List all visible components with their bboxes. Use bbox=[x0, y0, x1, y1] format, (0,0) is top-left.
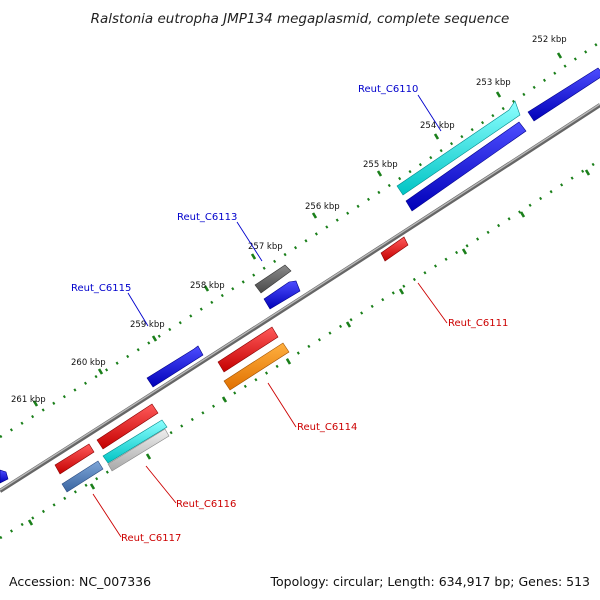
forward-genes bbox=[0, 67, 600, 484]
backbone-highlight bbox=[0, 103, 600, 491]
sequence-summary-text: Topology: circular; Length: 634,917 bp; … bbox=[270, 574, 591, 589]
tick-label-253: 253 kbp bbox=[476, 78, 511, 88]
tick-label-260: 260 kbp bbox=[71, 358, 106, 368]
gene-blue-edge[interactable] bbox=[0, 469, 9, 484]
outer-major-ticks bbox=[32, 52, 563, 407]
gene-reut-c6114[interactable] bbox=[223, 342, 290, 391]
gene-red-258k[interactable] bbox=[217, 326, 279, 373]
gene-labels: Reut_C6110 Reut_C6113 Reut_C6115 Reut_C6… bbox=[71, 84, 508, 544]
tick-label-257: 257 kbp bbox=[248, 242, 283, 252]
backbone-line bbox=[0, 103, 600, 493]
gene-red-261k[interactable] bbox=[54, 443, 95, 475]
reverse-genes bbox=[54, 236, 409, 493]
leader-reut-c6117 bbox=[92, 493, 122, 538]
leader-reut-c6110 bbox=[417, 94, 442, 132]
tick-label-252: 252 kbp bbox=[532, 35, 567, 45]
accession-text: Accession: NC_007336 bbox=[9, 574, 151, 589]
label-reut-c6117[interactable]: Reut_C6117 bbox=[121, 533, 181, 544]
map-title: Ralstonia eutropha JMP134 megaplasmid, c… bbox=[91, 11, 510, 27]
tick-label-255: 255 kbp bbox=[363, 160, 398, 170]
label-reut-c6115[interactable]: Reut_C6115 bbox=[71, 283, 131, 294]
gene-reut-c6115[interactable] bbox=[146, 345, 204, 388]
leader-reut-c6116 bbox=[145, 465, 177, 504]
gene-red-260k[interactable] bbox=[96, 403, 159, 450]
gene-reut-c6113[interactable] bbox=[254, 264, 292, 294]
gene-blue-257k[interactable] bbox=[263, 280, 301, 310]
tick-label-258: 258 kbp bbox=[190, 281, 225, 291]
gene-silver-260k[interactable] bbox=[107, 428, 170, 472]
gene-reut-c6117[interactable] bbox=[61, 460, 104, 493]
label-reut-c6114[interactable]: Reut_C6114 bbox=[297, 422, 357, 433]
tick-label-256: 256 kbp bbox=[305, 202, 340, 212]
label-reut-c6116[interactable]: Reut_C6116 bbox=[176, 499, 236, 510]
leader-reut-c6111 bbox=[417, 282, 448, 324]
leader-reut-c6114 bbox=[267, 382, 297, 428]
label-reut-c6110[interactable]: Reut_C6110 bbox=[358, 84, 418, 95]
leader-reut-c6115 bbox=[127, 292, 149, 327]
outer-tick-ring bbox=[0, 40, 600, 439]
gene-blue-252k[interactable] bbox=[527, 67, 600, 122]
label-leaders bbox=[92, 94, 448, 538]
tick-label-261: 261 kbp bbox=[11, 395, 46, 405]
gene-blue-255k[interactable] bbox=[405, 121, 527, 212]
gene-reut-c6116[interactable] bbox=[102, 419, 168, 464]
gene-reut-c6111[interactable] bbox=[380, 236, 409, 262]
tick-labels: 252 kbp 253 kbp 254 kbp 255 kbp 256 kbp … bbox=[11, 35, 567, 405]
gene-reut-c6110[interactable] bbox=[396, 100, 521, 196]
leader-reut-c6113 bbox=[236, 221, 263, 262]
inner-tick-ring bbox=[0, 158, 600, 540]
inner-major-ticks bbox=[27, 169, 591, 526]
label-reut-c6111[interactable]: Reut_C6111 bbox=[448, 318, 508, 329]
label-reut-c6113[interactable]: Reut_C6113 bbox=[177, 212, 237, 223]
